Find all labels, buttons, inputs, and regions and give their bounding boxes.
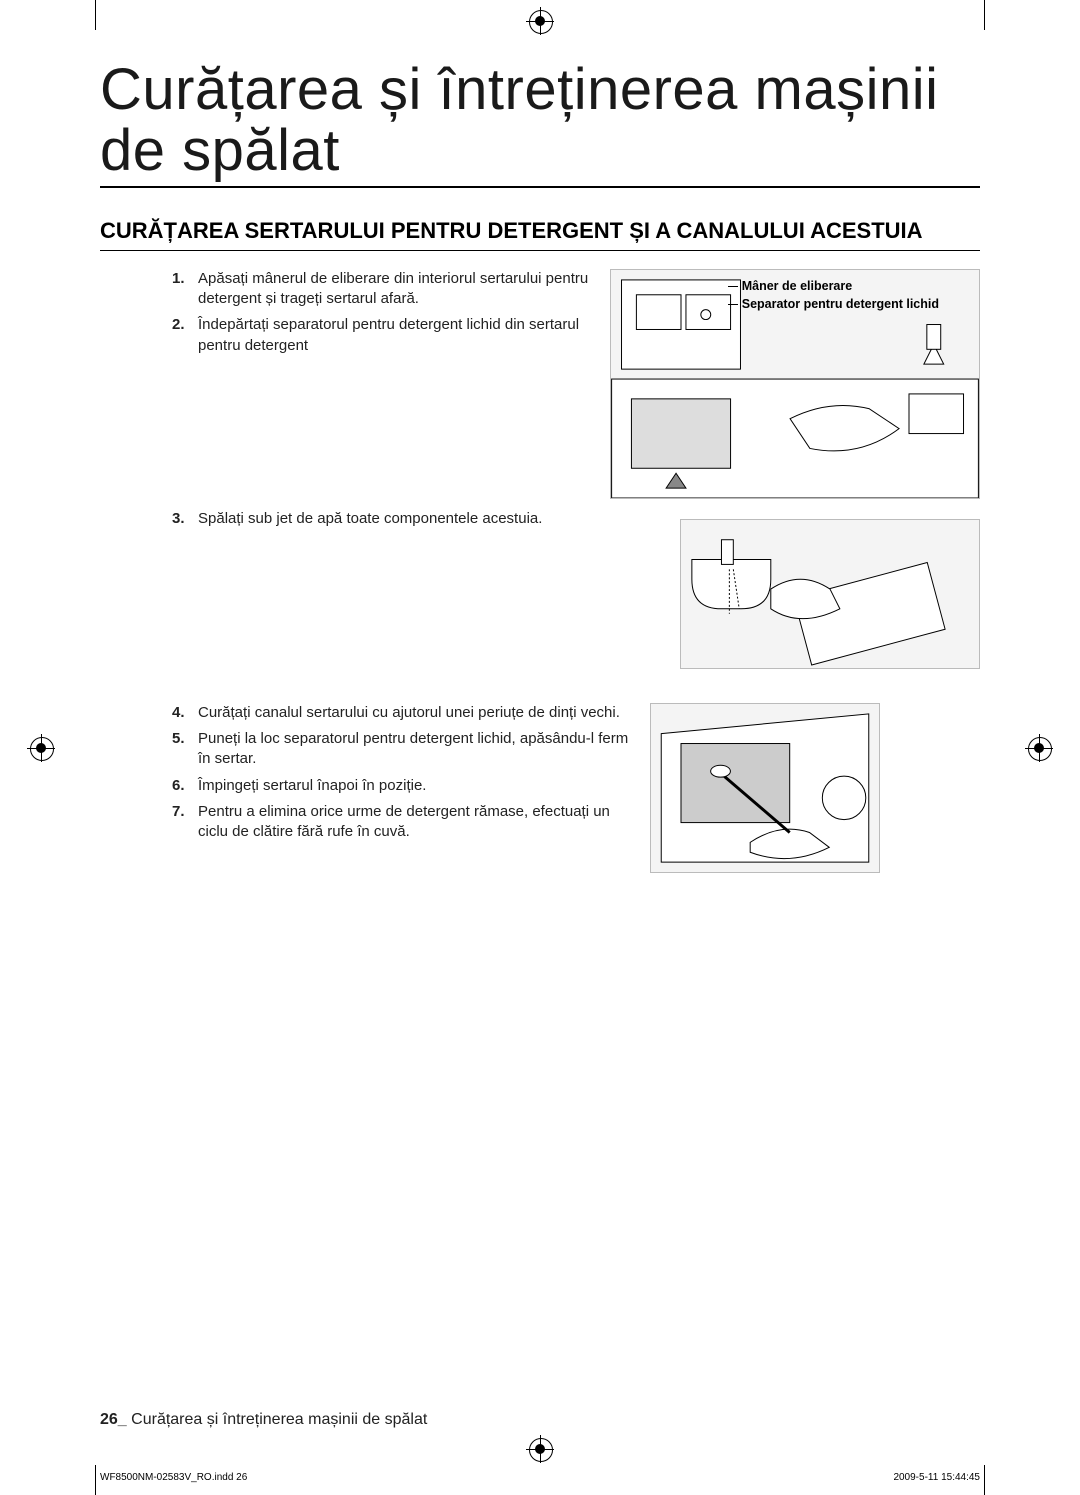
step-text: Curățați canalul sertarului cu ajutorul … xyxy=(198,703,630,723)
page-title: Curățarea și întreținerea mașinii de spă… xyxy=(100,60,980,188)
crop-mark xyxy=(984,0,985,30)
step-number: 1. xyxy=(172,269,190,310)
crop-mark xyxy=(95,0,96,30)
registration-mark-icon xyxy=(1028,737,1050,759)
registration-mark-icon xyxy=(529,1438,551,1460)
figure-labels: Mâner de eliberare Separator pentru dete… xyxy=(728,278,939,313)
step-item: 5. Puneți la loc separatorul pentru dete… xyxy=(100,729,630,770)
step-number: 2. xyxy=(172,315,190,356)
step-item: 7. Pentru a elimina orice urme de deterg… xyxy=(100,802,630,843)
figure-label: Separator pentru detergent lichid xyxy=(728,296,939,312)
running-title: Curățarea și întreținerea mașinii de spă… xyxy=(131,1411,427,1428)
figure-drawer-removal: Mâner de eliberare Separator pentru dete… xyxy=(610,269,980,499)
step-item: 1. Apăsați mânerul de eliberare din inte… xyxy=(100,269,590,310)
step-number: 3. xyxy=(172,509,190,529)
figure-wash-parts xyxy=(680,519,980,669)
step-number: 7. xyxy=(172,802,190,843)
figure-column: Mâner de eliberare Separator pentru dete… xyxy=(610,269,980,499)
section-heading: CURĂȚAREA SERTARULUI PENTRU DETERGENT ȘI… xyxy=(100,218,980,251)
steps-column: 4. Curățați canalul sertarului cu ajutor… xyxy=(100,703,630,873)
page-number: 26_ xyxy=(100,1411,127,1428)
step-text: Apăsați mânerul de eliberare din interio… xyxy=(198,269,590,310)
step-text: Îndepărtați separatorul pentru detergent… xyxy=(198,315,590,356)
step-number: 4. xyxy=(172,703,190,723)
figure-column xyxy=(680,509,980,693)
step-item: 4. Curățați canalul sertarului cu ajutor… xyxy=(100,703,630,723)
step-number: 5. xyxy=(172,729,190,770)
figure-label: Mâner de eliberare xyxy=(728,278,939,294)
figure-clean-recess xyxy=(650,703,880,873)
step-text: Împingeți sertarul înapoi în poziție. xyxy=(198,776,630,796)
step-text: Puneți la loc separatorul pentru deterge… xyxy=(198,729,630,770)
crop-mark xyxy=(984,1465,985,1495)
print-meta-timestamp: 2009-5-11 15:44:45 xyxy=(893,1472,980,1483)
steps-column: 1. Apăsați mânerul de eliberare din inte… xyxy=(100,269,590,499)
step-text: Spălați sub jet de apă toate componentel… xyxy=(198,509,660,529)
registration-mark-icon xyxy=(529,10,551,32)
step-item: 3. Spălați sub jet de apă toate componen… xyxy=(100,509,660,529)
crop-mark xyxy=(95,1465,96,1495)
registration-mark-icon xyxy=(30,737,52,759)
steps-column: 3. Spălați sub jet de apă toate componen… xyxy=(100,509,660,693)
page-footer: 26_ Curățarea și întreținerea mașinii de… xyxy=(100,1411,427,1429)
step-number: 6. xyxy=(172,776,190,796)
step-item: 2. Îndepărtați separatorul pentru deterg… xyxy=(100,315,590,356)
content-row-3: 4. Curățați canalul sertarului cu ajutor… xyxy=(100,703,980,873)
page-content: Curățarea și întreținerea mașinii de spă… xyxy=(100,60,980,1435)
content-row-2: 3. Spălați sub jet de apă toate componen… xyxy=(100,509,980,693)
print-meta-file: WF8500NM-02583V_RO.indd 26 xyxy=(100,1472,247,1483)
step-item: 6. Împingeți sertarul înapoi în poziție. xyxy=(100,776,630,796)
figure-column xyxy=(650,703,880,873)
content-row-1: 1. Apăsați mânerul de eliberare din inte… xyxy=(100,269,980,499)
step-text: Pentru a elimina orice urme de detergent… xyxy=(198,802,630,843)
